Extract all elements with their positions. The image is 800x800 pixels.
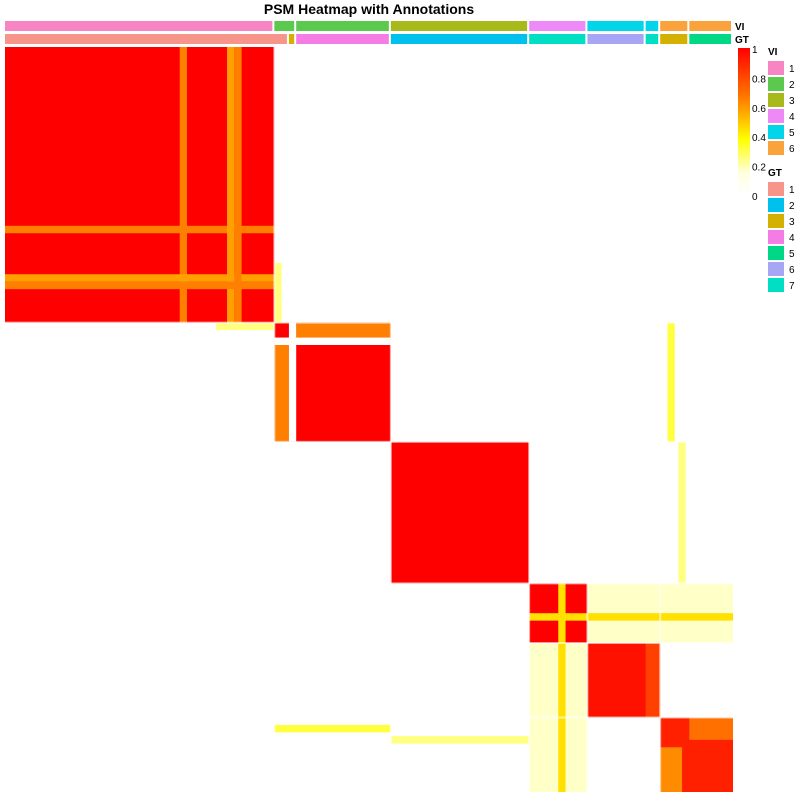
gt-bar-segment — [660, 34, 688, 44]
legend-swatch — [768, 214, 784, 228]
legend-label: 4 — [789, 233, 795, 244]
legend-label: 3 — [789, 96, 795, 107]
gt-annotation-bar — [5, 34, 731, 44]
vi-bar-segment — [274, 21, 295, 31]
c6-light-a — [660, 747, 683, 792]
vi-bar-segment — [645, 21, 659, 31]
c4-col-link — [678, 441, 686, 584]
chart-title: PSM Heatmap with Annotations — [264, 1, 474, 17]
legend-swatch — [768, 278, 784, 292]
c2-c6-row — [274, 724, 391, 733]
gt-legend-title: GT — [768, 168, 782, 179]
separator-h-1 — [5, 440, 733, 443]
separator-h-2 — [5, 582, 733, 585]
legend-swatch — [768, 182, 784, 196]
legend-swatch — [768, 77, 784, 91]
gt-annotation-label: GT — [735, 35, 749, 46]
separator-h-0 — [5, 321, 733, 324]
separator-v-0 — [273, 47, 276, 792]
colorbar-tick-label: 0.6 — [752, 104, 766, 115]
separator-v-3 — [586, 47, 589, 792]
legend-label: 5 — [789, 249, 795, 260]
legend-label: 6 — [789, 265, 795, 276]
legend-label: 2 — [789, 201, 795, 212]
vi-bar-segment — [587, 21, 644, 31]
stripe-c1-row-c — [5, 281, 275, 290]
vi-bar-segment — [660, 21, 688, 31]
c1-c2-row — [216, 322, 275, 331]
legend-label: 6 — [789, 144, 795, 155]
legend-swatch — [768, 262, 784, 276]
legend-swatch — [768, 141, 784, 155]
c5-yellow-row — [529, 613, 733, 621]
legend-swatch — [768, 198, 784, 212]
legend-label: 4 — [789, 112, 795, 123]
c2-orange-top — [296, 322, 391, 338]
vi-bar-segment — [689, 21, 731, 31]
c2-c6-col — [667, 322, 675, 442]
separator-h-3 — [5, 642, 733, 644]
c6-light-b — [689, 717, 733, 740]
c5-split — [645, 643, 661, 718]
vi-legend: VI 1 2 3 4 5 6 — [768, 47, 795, 155]
colorbar-ticks: 1 0.8 0.6 0.4 0.2 0 — [752, 45, 766, 203]
vi-legend-title: VI — [768, 47, 778, 58]
separator-v-2 — [528, 47, 531, 792]
vi-bar-segment — [390, 21, 528, 31]
stripe-c1-col-b — [227, 47, 235, 323]
colorbar-tick-label: 0.4 — [752, 133, 766, 144]
separator-v-1 — [389, 47, 392, 792]
legend-label: 5 — [789, 128, 795, 139]
legend-swatch — [768, 109, 784, 123]
separator-h-4 — [5, 716, 733, 719]
heatmap-block-3 — [390, 441, 530, 584]
colorbar-tick-label: 0 — [752, 192, 758, 203]
gt-bar-segment — [689, 34, 731, 44]
legend-label: 3 — [789, 217, 795, 228]
colorbar-tick-label: 1 — [752, 45, 758, 56]
legend-label: 1 — [789, 185, 795, 196]
separator-v-4 — [659, 47, 662, 792]
stripe-c1-row-a — [5, 225, 275, 234]
legend-label: 2 — [789, 80, 795, 91]
gt-bar-segment — [390, 34, 528, 44]
vi-bar-segment — [529, 21, 586, 31]
vi-bar-segment — [296, 21, 389, 31]
c5-yellow-col — [558, 583, 566, 792]
c2-gap-h — [274, 337, 391, 345]
c2-gap-v — [288, 322, 297, 442]
legend-swatch — [768, 93, 784, 107]
gt-bar-segment — [587, 34, 644, 44]
colorbar-tick-label: 0.8 — [752, 74, 766, 85]
gt-bar-segment — [288, 34, 295, 44]
legend-swatch — [768, 61, 784, 75]
vi-bar-segment — [5, 21, 273, 31]
gt-bar-segment — [645, 34, 659, 44]
legend-label: 1 — [789, 64, 795, 75]
vi-annotation-label: VI — [735, 22, 745, 33]
stripe-c1-col-c — [234, 47, 242, 323]
legend-swatch — [768, 230, 784, 244]
gt-bar-segment — [529, 34, 586, 44]
gt-bar-segment — [296, 34, 389, 44]
stripe-c1-col-a — [179, 47, 187, 323]
legend-swatch — [768, 246, 784, 260]
legend-label: 7 — [789, 281, 795, 292]
c2-orange-left — [274, 345, 289, 442]
colorbar — [738, 48, 750, 195]
stripe-c1-row-b — [5, 274, 275, 282]
c4-row-link — [390, 736, 530, 744]
c1-c2-col — [274, 263, 282, 323]
gt-bar-segment — [5, 34, 287, 44]
colorbar-tick-label: 0.2 — [752, 163, 766, 174]
heatmap-body — [5, 47, 733, 792]
legend-swatch — [768, 125, 784, 139]
gt-legend: GT 1 2 3 4 5 6 7 — [768, 168, 795, 292]
vi-annotation-bar — [5, 21, 731, 31]
